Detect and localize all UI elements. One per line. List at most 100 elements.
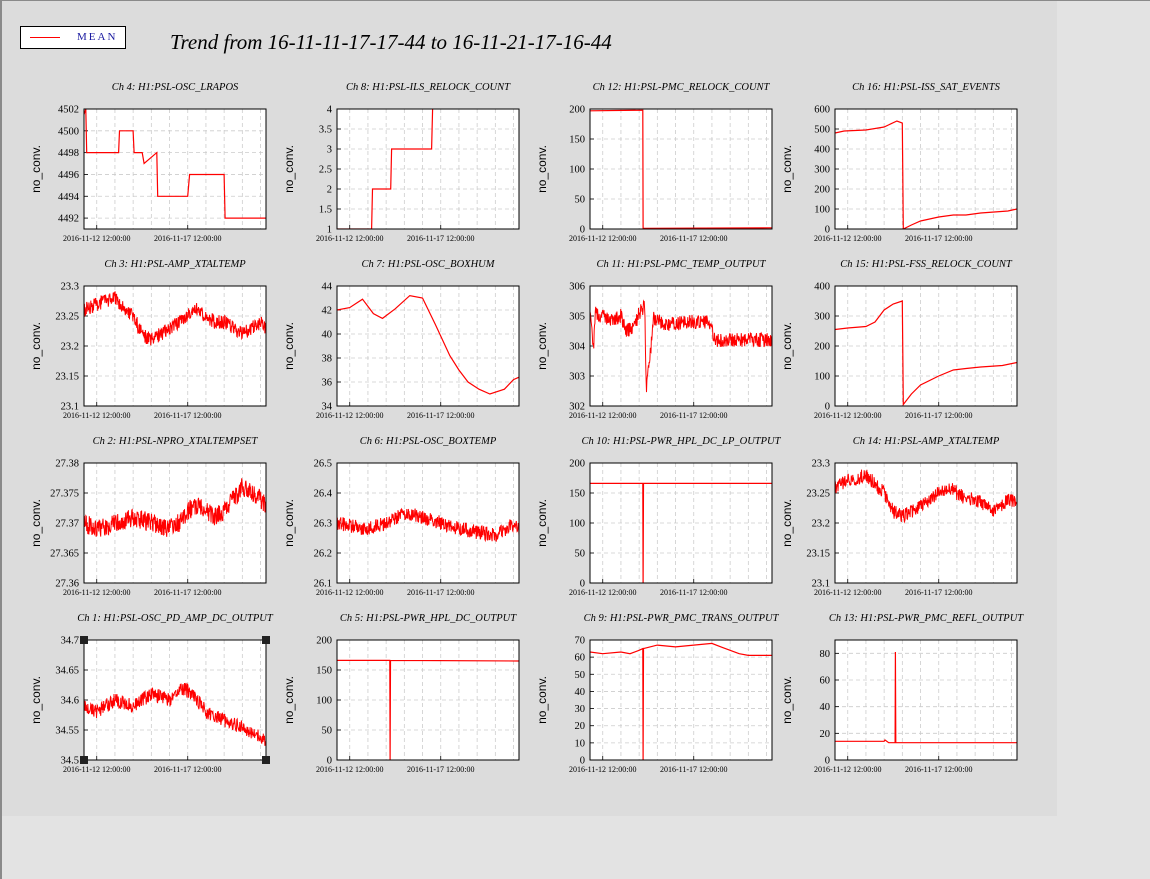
plot-border <box>589 462 773 584</box>
chart-14: Ch 5: H1:PSL-PWR_HPL_DC_OUTPUT 0 50 100 150 2… <box>282 613 520 774</box>
y-tick-label: 50 <box>322 726 333 737</box>
plot-border <box>336 108 520 230</box>
x-tick-label: 2016-11-17 12:00:00 <box>154 411 221 420</box>
x-tick-label: 2016-11-17 12:00:00 <box>905 234 972 243</box>
y-tick-label: 26.2 <box>314 549 332 560</box>
chart-title: Ch 4: H1:PSL-OSC_LRAPOS <box>112 82 239 93</box>
selection-handle[interactable] <box>80 636 88 644</box>
y-tick-label: 50 <box>575 549 586 560</box>
y-tick-label: 2.5 <box>319 165 332 176</box>
chart-title: Ch 10: H1:PSL-PWR_HPL_DC_LP_OUTPUT <box>582 436 782 447</box>
y-tick-label: 26.5 <box>314 459 332 470</box>
chart-title: Ch 12: H1:PSL-PMC_RELOCK_COUNT <box>593 82 771 93</box>
x-tick-label: 2016-11-17 12:00:00 <box>660 234 727 243</box>
series-line <box>835 120 1017 229</box>
selection-handle[interactable] <box>262 756 270 764</box>
y-axis-label: no_conv. <box>780 499 794 547</box>
y-tick-label: 305 <box>569 312 585 323</box>
chart-6: Ch 7: H1:PSL-OSC_BOXHUM 34 36 38 40 42 44 2016-… <box>282 259 520 420</box>
plot-area <box>835 640 1017 760</box>
y-tick-label: 0 <box>825 225 830 236</box>
y-axis-label: no_conv. <box>535 499 549 547</box>
y-tick-label: 23.2 <box>812 519 830 530</box>
y-tick-label: 100 <box>814 205 830 216</box>
x-tick-label: 2016-11-12 12:00:00 <box>814 411 881 420</box>
chart-title: Ch 15: H1:PSL-FSS_RELOCK_COUNT <box>840 259 1013 270</box>
chart-title: Ch 6: H1:PSL-OSC_BOXTEMP <box>360 436 497 447</box>
y-tick-label: 34.7 <box>61 636 79 647</box>
chart-title: Ch 3: H1:PSL-AMP_XTALTEMP <box>104 259 246 270</box>
y-tick-label: 4502 <box>58 105 79 116</box>
x-tick-label: 2016-11-12 12:00:00 <box>316 234 383 243</box>
y-tick-label: 3 <box>327 145 332 156</box>
selection-handle[interactable] <box>262 636 270 644</box>
y-tick-label: 26.4 <box>314 489 333 500</box>
x-tick-label: 2016-11-17 12:00:00 <box>407 765 474 774</box>
y-tick-label: 600 <box>814 105 830 116</box>
plot-border <box>83 285 267 407</box>
y-tick-label: 150 <box>316 666 332 677</box>
series-line <box>84 478 266 537</box>
x-tick-label: 2016-11-17 12:00:00 <box>154 234 221 243</box>
plot-border <box>83 639 267 761</box>
y-tick-label: 200 <box>316 636 332 647</box>
y-tick-label: 302 <box>569 402 585 413</box>
series-line <box>835 469 1017 524</box>
y-tick-label: 400 <box>814 145 830 156</box>
chart-12: Ch 14: H1:PSL-AMP_XTALTEMP 23.1 23.15 23.2 2… <box>780 436 1018 597</box>
chart-9: Ch 2: H1:PSL-NPRO_XTALTEMPSET 27.36 27.365… <box>29 436 267 597</box>
y-tick-label: 40 <box>820 702 831 713</box>
series-line <box>84 291 266 346</box>
y-tick-label: 34.6 <box>61 696 79 707</box>
y-tick-label: 150 <box>569 135 585 146</box>
y-tick-label: 303 <box>569 372 585 383</box>
selection-handle[interactable] <box>80 756 88 764</box>
plot-border <box>834 462 1018 584</box>
y-tick-label: 200 <box>569 105 585 116</box>
y-axis-label: no_conv. <box>780 676 794 724</box>
y-tick-label: 23.15 <box>55 372 79 383</box>
y-axis-label: no_conv. <box>282 499 296 547</box>
series-line <box>590 482 772 583</box>
y-tick-label: 23.25 <box>55 312 79 323</box>
y-tick-label: 200 <box>814 185 830 196</box>
y-tick-label: 34.5 <box>61 756 79 767</box>
chart-13: Ch 1: H1:PSL-OSC_PD_AMP_DC_OUTPUT 34.5 34.… <box>29 613 274 774</box>
x-tick-label: 2016-11-17 12:00:00 <box>154 588 221 597</box>
y-tick-label: 304 <box>569 342 586 353</box>
series-line <box>590 109 772 229</box>
y-tick-label: 4492 <box>58 214 79 225</box>
x-tick-label: 2016-11-17 12:00:00 <box>660 411 727 420</box>
x-tick-label: 2016-11-12 12:00:00 <box>63 588 130 597</box>
y-axis-label: no_conv. <box>535 322 549 370</box>
x-tick-label: 2016-11-12 12:00:00 <box>63 765 130 774</box>
x-tick-label: 2016-11-12 12:00:00 <box>63 234 130 243</box>
legend-label: MEAN <box>77 31 118 43</box>
x-tick-label: 2016-11-17 12:00:00 <box>407 588 474 597</box>
y-tick-label: 2 <box>327 185 332 196</box>
y-tick-label: 34 <box>322 402 333 413</box>
series-line <box>337 109 434 229</box>
plot-border <box>83 108 267 230</box>
y-tick-label: 36 <box>322 378 333 389</box>
x-tick-label: 2016-11-17 12:00:00 <box>905 765 972 774</box>
y-tick-label: 4500 <box>58 126 79 137</box>
plot-area <box>84 109 266 229</box>
y-axis-label: no_conv. <box>282 145 296 193</box>
x-tick-label: 2016-11-12 12:00:00 <box>569 234 636 243</box>
y-tick-label: 306 <box>569 282 585 293</box>
x-tick-label: 2016-11-17 12:00:00 <box>905 411 972 420</box>
series-line <box>590 642 772 760</box>
y-tick-label: 400 <box>814 282 830 293</box>
legend: MEAN <box>20 26 126 49</box>
y-tick-label: 1.5 <box>319 205 332 216</box>
y-tick-label: 500 <box>814 125 830 136</box>
chart-title: Ch 1: H1:PSL-OSC_PD_AMP_DC_OUTPUT <box>77 613 274 624</box>
y-axis-label: no_conv. <box>535 676 549 724</box>
series-line <box>835 651 1017 744</box>
plot-border <box>83 462 267 584</box>
y-tick-label: 20 <box>820 729 831 740</box>
plot-border <box>336 462 520 584</box>
y-tick-label: 27.38 <box>55 459 79 470</box>
